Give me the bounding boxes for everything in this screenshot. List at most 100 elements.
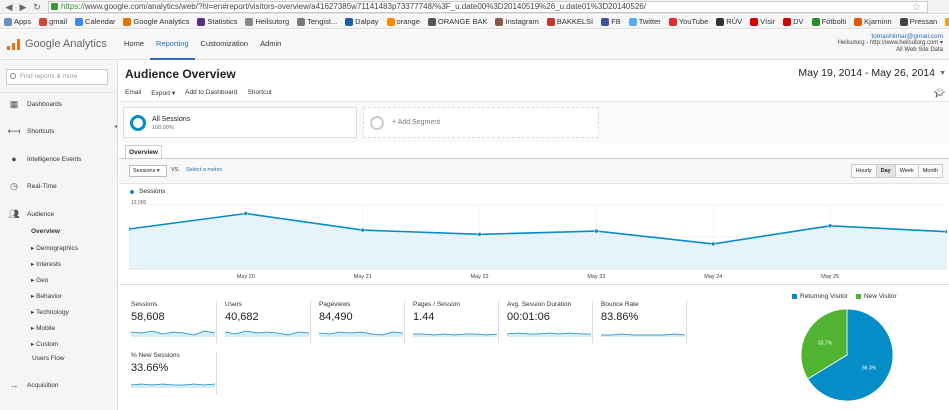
bookmark-favicon-icon [783,17,792,26]
data-point[interactable] [827,223,833,229]
add-segment-label: + Add Segment [392,119,441,126]
scorecard[interactable]: Users 40,682 [223,301,311,343]
account-site: Heilsutorg - http://www.heilsutorg.com ▾ [837,40,943,46]
sidebar-item-real-time[interactable]: ◷ Real-Time [0,178,118,194]
sidebar-sub-overview[interactable]: Overview [31,228,60,235]
bookmark-item[interactable]: Fótbolti [811,17,847,26]
add-segment-button[interactable]: + Add Segment [363,107,599,138]
collapse-sidebar-icon[interactable]: ◂ [114,124,118,130]
bookmark-item[interactable]: RÚV [716,17,742,26]
sidebar-item-acquisition[interactable]: → Acquisition [0,377,118,393]
ga-logo[interactable]: Google Analytics [7,38,107,50]
bookmark-item[interactable]: Tengist... [297,17,337,26]
bookmark-item[interactable]: Twitter [628,17,661,26]
bookmark-favicon-icon [427,17,436,26]
bookmark-label: Statistics [207,17,238,26]
bookmark-item[interactable]: Apps [4,17,31,26]
reload-icon[interactable]: ↻ [33,1,41,12]
data-point[interactable] [360,227,365,233]
bookmark-item[interactable]: Statistics [197,17,237,26]
nav-home[interactable]: Home [124,39,145,48]
sidebar-sub-geo[interactable]: ▸ Geo [31,277,49,284]
scorecard[interactable]: Sessions 58,608 [129,301,217,343]
bookmark-item[interactable]: ORANGE BAK [427,17,488,26]
granularity-week[interactable]: Week [894,164,919,178]
scorecard[interactable]: Avg. Session Duration 00:01:06 [505,301,593,343]
bookmark-item[interactable]: Vísir [750,17,775,26]
data-point[interactable] [477,232,482,237]
sidebar-sub-demographics[interactable]: ▸ Demographics [31,245,78,252]
bookmark-favicon-icon [899,17,908,26]
series-line-sessions [129,212,947,245]
sidebar-sub-interests[interactable]: ▸ Interests [31,261,61,268]
bookmark-star-icon[interactable]: ☆ [912,2,921,13]
granularity-month[interactable]: Month [917,164,943,178]
forward-icon[interactable]: ▶ [19,1,27,12]
visitor-type-pie-chart[interactable]: 66.3% 33.7% [799,305,895,405]
top-nav: Home Reporting Customization Admin [118,30,287,60]
bookmark-item[interactable]: Google Analytics [123,17,189,26]
bookmark-item[interactable]: Arion [945,17,949,26]
bookmark-item[interactable]: Calendar [75,17,115,26]
bookmark-item[interactable]: Instagram [495,17,539,26]
scorecard[interactable]: Bounce Rate 83.86% [599,301,687,343]
pie-slice[interactable] [800,308,848,380]
sparkline [131,383,215,388]
bookmark-item[interactable]: YouTube [668,17,708,26]
chevron-down-icon[interactable]: ▼ [939,70,946,77]
data-point[interactable] [711,241,716,247]
address-bar[interactable]: https://www.google.com/analytics/web/?hl… [48,1,928,13]
add-to-dashboard-button[interactable]: Add to Dashboard [185,89,238,96]
data-point[interactable] [129,226,132,232]
sidebar-item-intelligence-events[interactable]: ● Intelligence Events [0,151,118,167]
sidebar-sub-mobile[interactable]: ▸ Mobile [31,325,56,332]
bookmark-item[interactable]: BAKKELSI [546,17,593,26]
sidebar-sub-behavior[interactable]: ▸ Behavior [31,293,62,300]
scorecard[interactable]: % New Sessions 33.66% [129,352,217,394]
graduation-cap-icon[interactable]: 🎓︎ [933,88,945,98]
back-icon[interactable]: ◀ [5,1,13,12]
tab-overview[interactable]: Overview [125,145,162,159]
email-button[interactable]: Email [125,89,142,96]
bookmark-label: ORANGE BAK [437,17,488,26]
pie-slice[interactable] [807,308,894,402]
bookmark-item[interactable]: Pressan [899,17,937,26]
sidebar-sub-users-flow[interactable]: Users Flow [32,355,65,362]
nav-admin[interactable]: Admin [260,39,282,48]
data-point[interactable] [243,211,249,216]
bookmark-item[interactable]: Heilsutorg [245,17,289,26]
sidebar-item-shortcuts[interactable]: ⟻ Shortcuts [0,123,118,139]
date-range-picker[interactable]: May 19, 2014 - May 26, 2014 [798,67,935,79]
scorecard[interactable]: Pageviews 84,490 [317,301,405,343]
bookmark-item[interactable]: FB [601,17,621,26]
bookmarks-bar: Apps gmail Calendar Google Analytics Statist… [0,15,949,29]
sidebar-item-audience[interactable]: 👥︎ Audience [0,206,118,222]
search-input[interactable]: Find reports & more [6,69,108,85]
bookmark-label: Fótbolti [821,17,847,26]
nav-reporting[interactable]: Reporting [150,30,195,60]
bookmark-item[interactable]: orange [386,17,420,26]
bookmark-item[interactable]: Kjarninn [854,17,892,26]
sidebar-item-dashboards[interactable]: ▦ Dashboards [0,96,118,112]
granularity-day[interactable]: Day [875,164,896,178]
granularity-hourly[interactable]: Hourly [850,164,877,178]
bookmark-item[interactable]: DV [783,17,804,26]
bookmark-favicon-icon [546,17,555,26]
export-button[interactable]: Export ▾ [151,90,176,97]
bookmark-item[interactable]: gmail [39,17,67,26]
metric-select[interactable]: Sessions ▾ [129,165,167,177]
account-view: All Web Site Data [896,47,943,53]
shortcut-button[interactable]: Shortcut [247,89,272,96]
bookmark-item[interactable]: Dalpay [345,17,379,26]
sidebar-sub-technology[interactable]: ▸ Technology [31,309,69,316]
data-point[interactable] [594,228,599,234]
sidebar-sub-custom[interactable]: ▸ Custom [31,341,59,348]
x-tick-label: May 20 [237,274,255,280]
select-metric-link[interactable]: Select a metric [186,167,223,173]
account-selector[interactable]: tomashilmar@gmail.com Heilsutorg - http:… [838,33,943,54]
scorecard[interactable]: Pages / Session 1.44 [411,301,499,343]
data-point[interactable] [944,229,947,234]
segment-all-sessions[interactable]: All Sessions 100.00% [123,107,357,138]
nav-customization[interactable]: Customization [200,39,249,48]
